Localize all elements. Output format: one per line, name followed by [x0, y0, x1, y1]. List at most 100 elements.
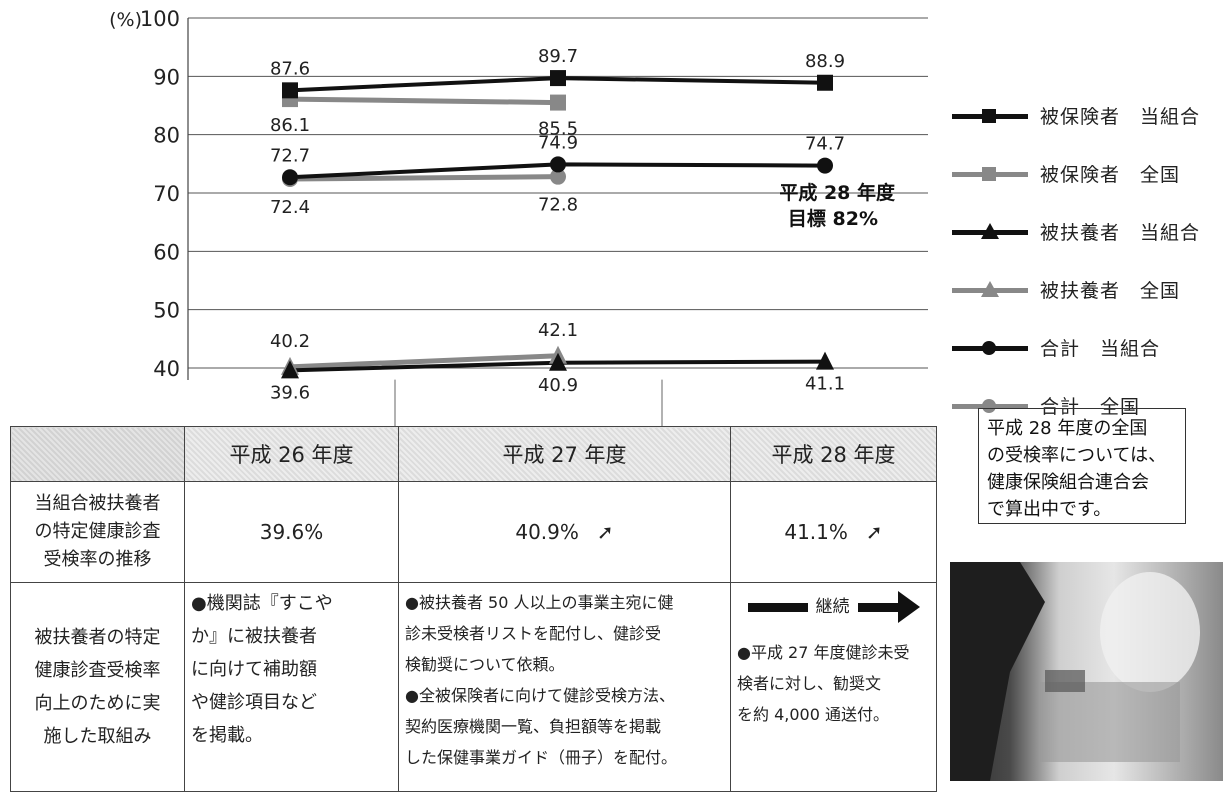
text-line: 診未受検者リストを配付し、健診受	[405, 624, 662, 643]
data-label: 85.5	[538, 119, 578, 140]
text-line: や健診項目など	[191, 692, 317, 713]
y-unit-label: (%)	[109, 9, 142, 31]
data-label: 39.6	[270, 382, 310, 403]
rate-value: 41.1%	[784, 520, 848, 544]
circle-marker	[550, 168, 566, 185]
up-right-arrow-icon: ➚	[596, 520, 614, 544]
y-tick-label: 60	[153, 240, 180, 264]
rate-h26: 39.6%	[184, 481, 399, 583]
target-annotation-line: 平成 28 年度	[779, 181, 896, 204]
legend-label: 合計 当組合	[1040, 338, 1161, 360]
legend-label: 被保険者 当組合	[1040, 106, 1201, 128]
y-tick-label: 70	[153, 182, 180, 206]
row-label-initiatives: 被扶養者の特定 健康診査受検率 向上のために実 施した取組み	[10, 582, 185, 792]
header-h26: 平成 26 年度	[184, 426, 399, 482]
text-line: した保健事業ガイド（冊子）を配付。	[405, 748, 678, 767]
label-line: 被扶養者の特定	[34, 627, 161, 648]
up-right-arrow-icon: ➚	[865, 520, 883, 544]
square-marker	[550, 70, 566, 87]
continue-arrow: 継続	[737, 591, 930, 623]
continue-label: 継続	[815, 596, 850, 617]
y-tick-label: 80	[153, 124, 180, 148]
circle-marker	[817, 157, 833, 174]
series-markers	[281, 70, 834, 379]
text-line: を掲載。	[191, 725, 263, 746]
square-marker-icon	[982, 109, 996, 123]
data-labels: 86.1 85.5 40.2 42.1 72.4 72.8 87.6 89.7 88.9 39.6…	[270, 46, 845, 403]
label-line: 健康診査受検率	[34, 660, 161, 681]
note-line: で算出中です。	[987, 499, 1112, 520]
data-label: 72.8	[538, 195, 578, 216]
text-line: 契約医療機関一覧、負担額等を掲載	[405, 717, 662, 736]
legend-label: 被保険者 全国	[1040, 164, 1181, 186]
data-label: 40.2	[270, 331, 310, 352]
legend-item: 被保険者 全国	[952, 154, 1223, 194]
data-label: 74.7	[805, 134, 845, 155]
header-h28: 平成 28 年度	[730, 426, 937, 482]
text-line: に向けて補助額	[191, 659, 317, 680]
arrow-bar	[747, 602, 808, 612]
legend-item: 合計 全国	[952, 386, 1223, 426]
series-line	[289, 96, 559, 106]
square-marker	[550, 94, 566, 111]
legend-item: 合計 当組合	[952, 328, 1223, 368]
y-tick-label: 40	[153, 357, 180, 381]
data-label: 88.9	[805, 51, 845, 72]
initiative-h28: 継続 ●平成 27 年度健診未受 検者に対し、勧奨文 を約 4,000 通送付。	[730, 582, 937, 792]
activity-table: 平成 26 年度 平成 27 年度 平成 28 年度 当組合被扶養者 の特定健康…	[10, 426, 937, 792]
text-line: 検勧奨について依頼。	[405, 655, 565, 674]
table-corner	[10, 426, 185, 482]
data-label: 89.7	[538, 46, 578, 67]
legend-item: 被保険者 当組合	[952, 96, 1223, 136]
arrow-bar	[857, 602, 898, 612]
line-chart: 40 50 60 70 80 90 100(%) 86.1 85.5 40.2 42.1 72.4 7…	[109, 7, 928, 426]
legend-label: 合計 全国	[1040, 396, 1141, 418]
note-box: 平成 28 年度の全国 の受検率については、 健康保険組合連合会 で算出中です。	[978, 408, 1186, 524]
data-label: 86.1	[270, 115, 310, 136]
square-marker	[282, 82, 298, 99]
label-line: 施した取組み	[43, 726, 152, 747]
initiative-h26: ●機関誌『すこや か』に被扶養者 に向けて補助額 や健診項目など を掲載。	[184, 582, 399, 792]
series-line	[289, 353, 559, 370]
text-line: 検者に対し、勧奨文	[737, 674, 882, 693]
y-tick-label: 50	[153, 299, 180, 323]
circle-marker	[282, 169, 298, 186]
data-label: 41.1	[805, 374, 845, 395]
legend-label: 被扶養者 全国	[1040, 280, 1181, 302]
data-label: 72.4	[270, 197, 310, 218]
data-label: 42.1	[538, 320, 578, 341]
data-label: 74.9	[538, 132, 578, 153]
triangle-marker	[816, 351, 834, 370]
initiative-h27: ●被扶養者 50 人以上の事業主宛に健 診未受検者リストを配付し、健診受 検勧奨…	[398, 582, 731, 792]
data-label: 40.9	[538, 375, 578, 396]
table-row-initiatives: 被扶養者の特定 健康診査受検率 向上のために実 施した取組み ●機関誌『すこや …	[10, 582, 937, 792]
text-line: ●機関誌『すこや	[191, 593, 333, 614]
legend-label: 被扶養者 当組合	[1040, 222, 1201, 244]
note-line: 健康保険組合連合会	[987, 472, 1149, 493]
label-line: の特定健康診査	[34, 521, 161, 542]
label-line: 受検率の推移	[43, 549, 152, 570]
rate-value: 39.6%	[259, 520, 324, 544]
rate-value: 40.9%	[515, 520, 579, 544]
health-checkup-photo	[950, 562, 1223, 781]
row-label-rate: 当組合被扶養者 の特定健康診査 受検率の推移	[10, 481, 185, 583]
triangle-marker-icon	[981, 223, 999, 239]
text-line: ●平成 27 年度健診未受	[737, 643, 910, 662]
y-axis: 40 50 60 70 80 90 100(%)	[109, 7, 189, 381]
square-marker	[817, 74, 833, 91]
header-h27: 平成 27 年度	[398, 426, 731, 482]
legend-item: 被扶養者 全国	[952, 270, 1223, 310]
circle-marker-icon	[982, 341, 996, 355]
circle-marker	[550, 156, 566, 173]
legend-item: 被扶養者 当組合	[952, 212, 1223, 252]
triangle-marker	[549, 352, 567, 371]
target-annotation-line: 目標 82%	[788, 207, 878, 230]
label-line: 当組合被扶養者	[34, 493, 161, 514]
circle-marker-icon	[982, 399, 996, 413]
square-marker-icon	[982, 167, 996, 181]
note-line: の受検率については、	[987, 445, 1167, 466]
table-header-row: 平成 26 年度 平成 27 年度 平成 28 年度	[10, 426, 937, 482]
table-row-rate: 当組合被扶養者 の特定健康診査 受検率の推移 39.6% 40.9% ➚ 41.1…	[10, 481, 937, 583]
text-line: か』に被扶養者	[191, 626, 317, 647]
